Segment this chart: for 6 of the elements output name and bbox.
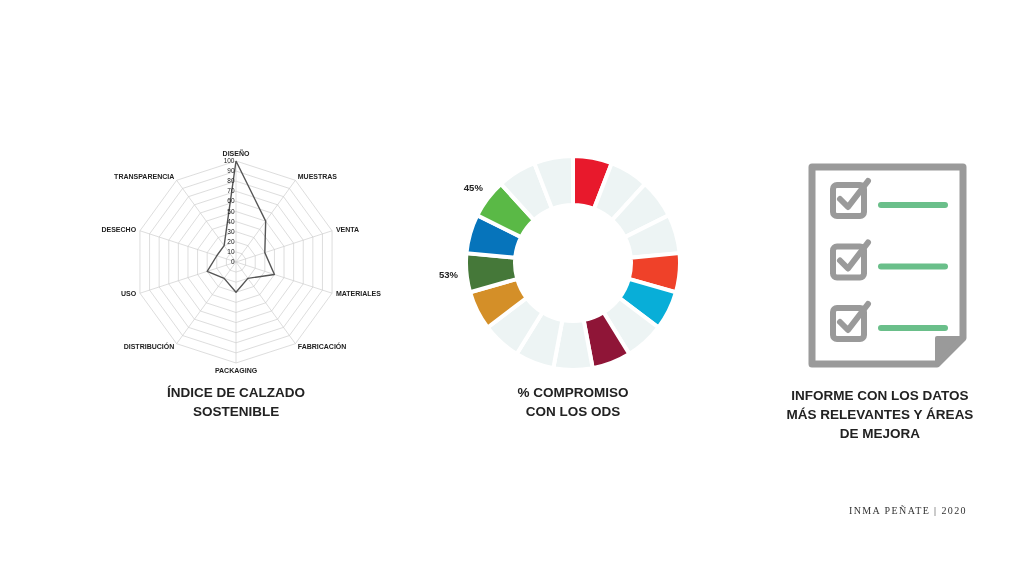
text: ÍNDICE DE CALZADO SOSTENIBLE — [167, 385, 305, 419]
text: 53% — [439, 268, 459, 280]
text: % COMPROMISO CON LOS ODS — [517, 385, 629, 419]
text: INMA PEÑATE | 2020 — [848, 505, 967, 516]
text: 45% — [463, 181, 484, 193]
text: INFORME CON LOS DATOS MÁS RELEVANTES Y ÁREAS DE MEJORA — [785, 387, 975, 443]
